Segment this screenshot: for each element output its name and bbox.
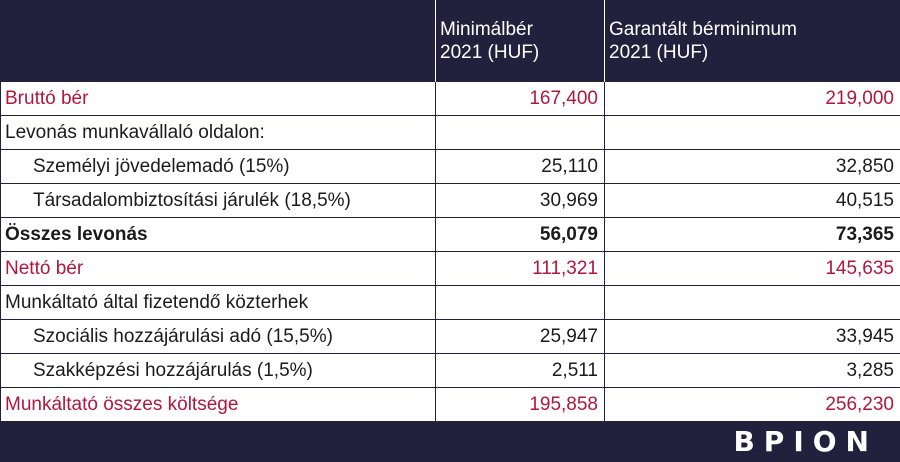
header-row: Minimálbér 2021 (HUF) Garantált bérminim… xyxy=(0,0,900,82)
cell-minimalber xyxy=(435,285,605,320)
row-szja: Személyi jövedelemadó (15%) 25,110 32,85… xyxy=(0,149,900,184)
cell-minimalber: 195,858 xyxy=(435,387,605,422)
row-label: Munkáltató összes költsége xyxy=(0,387,436,422)
row-label: Szociális hozzájárulási adó (15,5%) xyxy=(0,319,436,354)
cell-minimalber: 25,110 xyxy=(435,149,605,184)
row-brutto-ber: Bruttó bér 167,400 219,000 xyxy=(0,81,900,116)
row-netto-ber: Nettó bér 111,321 145,635 xyxy=(0,251,900,286)
row-label: Összes levonás xyxy=(0,217,436,252)
header-garantalt-subtitle: 2021 (HUF) xyxy=(609,41,709,63)
row-tb-jarulek: Társadalombiztosítási járulék (18,5%) 30… xyxy=(0,183,900,218)
row-label: Levonás munkavállaló oldalon: xyxy=(0,115,436,150)
cell-minimalber: 56,079 xyxy=(435,217,605,252)
row-munkaltato-kozterhek-header: Munkáltató által fizetendő közterhek xyxy=(0,285,900,320)
cell-garantalt xyxy=(604,285,900,320)
header-label-column xyxy=(0,0,436,82)
cell-minimalber: 111,321 xyxy=(435,251,605,286)
row-szakkepzesi: Szakképzési hozzájárulás (1,5%) 2,511 3,… xyxy=(0,353,900,388)
cell-garantalt: 73,365 xyxy=(604,217,900,252)
row-label: Szakképzési hozzájárulás (1,5%) xyxy=(0,353,436,388)
header-garantalt: Garantált bérminimum 2021 (HUF) xyxy=(604,0,900,82)
row-label: Munkáltató által fizetendő közterhek xyxy=(0,285,436,320)
cell-minimalber: 2,511 xyxy=(435,353,605,388)
cell-garantalt: 33,945 xyxy=(604,319,900,354)
header-garantalt-title: Garantált bérminimum xyxy=(609,18,797,40)
header-minimalber-title: Minimálbér xyxy=(440,18,533,40)
row-osszes-levonas: Összes levonás 56,079 73,365 xyxy=(0,217,900,252)
cell-minimalber xyxy=(435,115,605,150)
cell-garantalt: 3,285 xyxy=(604,353,900,388)
cell-minimalber: 30,969 xyxy=(435,183,605,218)
cell-garantalt: 219,000 xyxy=(604,81,900,116)
cell-garantalt: 40,515 xyxy=(604,183,900,218)
header-minimalber-subtitle: 2021 (HUF) xyxy=(440,41,540,63)
cell-garantalt: 145,635 xyxy=(604,251,900,286)
cell-minimalber: 25,947 xyxy=(435,319,605,354)
header-minimalber: Minimálbér 2021 (HUF) xyxy=(435,0,605,82)
cell-minimalber: 167,400 xyxy=(435,81,605,116)
row-label: Társadalombiztosítási járulék (18,5%) xyxy=(0,183,436,218)
row-label: Bruttó bér xyxy=(0,81,436,116)
row-label: Személyi jövedelemadó (15%) xyxy=(0,149,436,184)
cell-garantalt xyxy=(604,115,900,150)
salary-table: Minimálbér 2021 (HUF) Garantált bérminim… xyxy=(0,0,900,422)
row-szocho: Szociális hozzájárulási adó (15,5%) 25,9… xyxy=(0,319,900,354)
cell-garantalt: 32,850 xyxy=(604,149,900,184)
row-munkaltato-osszes-koltsege: Munkáltató összes költsége 195,858 256,2… xyxy=(0,387,900,422)
bpion-logo: BPION xyxy=(733,425,878,458)
row-levonas-header: Levonás munkavállaló oldalon: xyxy=(0,115,900,150)
row-label: Nettó bér xyxy=(0,251,436,286)
cell-garantalt: 256,230 xyxy=(604,387,900,422)
